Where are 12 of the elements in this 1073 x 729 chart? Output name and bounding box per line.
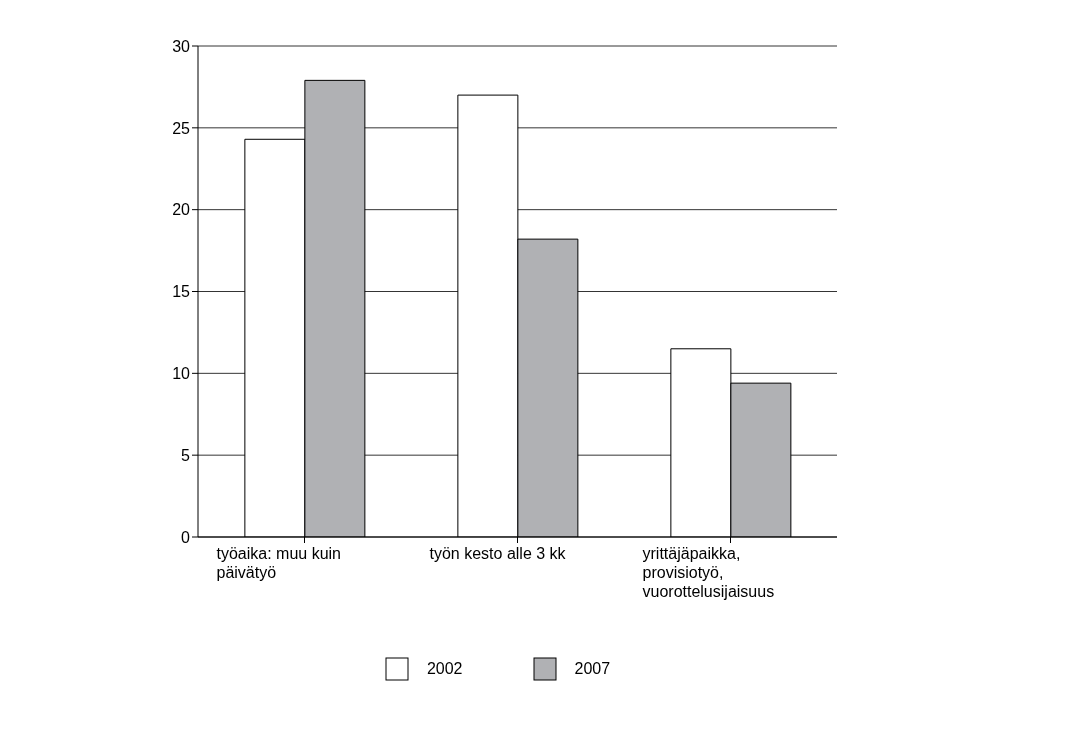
x-tick-label: työn kesto alle 3 kk — [429, 545, 567, 562]
y-tick-label: 5 — [181, 446, 191, 464]
y-tick-label: 20 — [172, 201, 191, 219]
legend-label: 2002 — [426, 660, 463, 678]
y-tick-label: 30 — [172, 37, 191, 55]
y-tick-label: 15 — [172, 283, 191, 301]
y-tick-label: 0 — [181, 528, 191, 546]
y-tick-label: 10 — [172, 365, 191, 383]
x-tick-label: yrittäjäpaikka, provisiotyö, vuorottelusijaisuus — [642, 545, 775, 600]
x-tick-label: työaika: muu kuin päivätyö — [216, 545, 342, 581]
legend-label: 2007 — [574, 660, 611, 678]
y-tick-label: 25 — [172, 119, 191, 137]
